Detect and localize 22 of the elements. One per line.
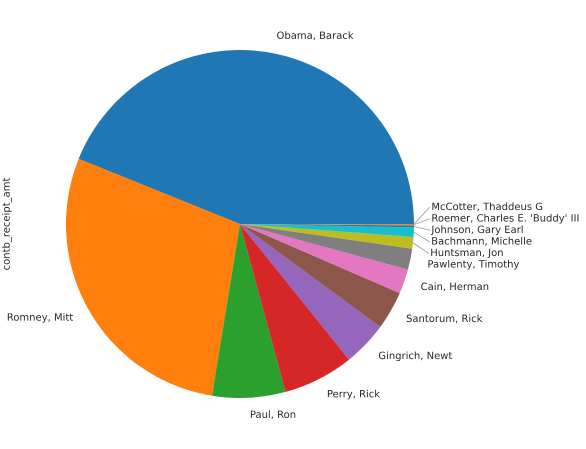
pie-slice bbox=[240, 224, 380, 360]
slice-label: Obama, Barack bbox=[277, 31, 354, 40]
pie-slice bbox=[78, 50, 414, 224]
pie-slice bbox=[240, 224, 400, 327]
slice-label: Paul, Ron bbox=[250, 410, 296, 420]
pie-slice bbox=[240, 224, 412, 270]
slice-label: Romney, Mitt bbox=[8, 313, 73, 323]
slice-label: Bachmann, Michelle bbox=[432, 236, 532, 246]
slice-label: Huntsman, Jon bbox=[431, 248, 503, 258]
slice-label: Perry, Rick bbox=[328, 390, 380, 400]
slice-label: Cain, Herman bbox=[421, 282, 488, 292]
slice-label: Santorum, Rick bbox=[406, 314, 482, 324]
slice-label: Pawlenty, Timothy bbox=[428, 260, 520, 270]
slice-label: McCotter, Thaddeus G bbox=[432, 202, 542, 212]
slice-label: Johnson, Gary Earl bbox=[430, 225, 523, 236]
text: contb_receipt_amt bbox=[2, 178, 12, 270]
pie-slice bbox=[240, 224, 350, 392]
slice-label: Gingrich, Newt bbox=[378, 351, 452, 362]
pie-slice bbox=[240, 224, 414, 249]
pie-slice bbox=[240, 224, 408, 294]
slice-label: Roemer, Charles E. 'Buddy' III bbox=[432, 214, 578, 224]
pie-slice bbox=[212, 224, 286, 398]
